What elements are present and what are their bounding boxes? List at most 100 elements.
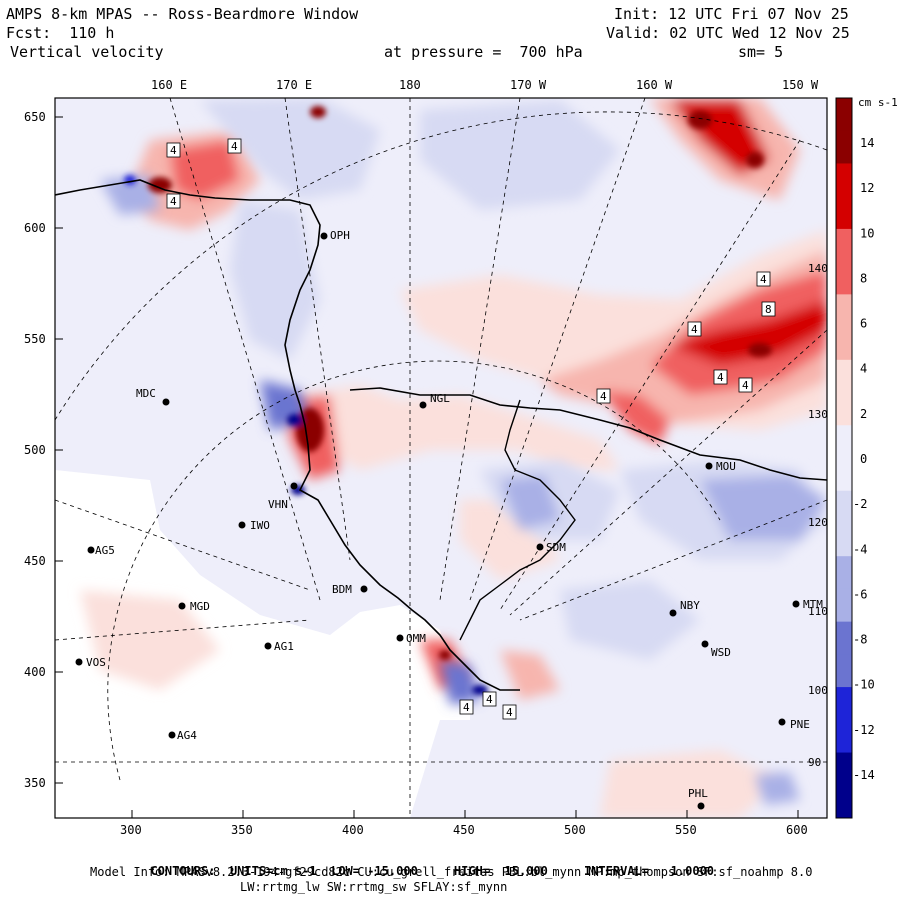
pressure-level: at pressure = 700 hPa xyxy=(384,43,583,61)
lon-label-top: 170 E xyxy=(276,78,312,92)
colorbar-tick-label: -8 xyxy=(853,633,867,647)
station-label: MTM xyxy=(803,598,823,611)
model-info: Model Info: MPASv8.2.3-194-gf29cd82c CU:… xyxy=(90,865,813,879)
colorbar-swatch xyxy=(836,163,852,197)
station-label: AG5 xyxy=(95,544,115,557)
lon-label-right: 120 W xyxy=(808,516,841,529)
svg-text:4: 4 xyxy=(717,371,724,384)
colorbar-tick-label: 10 xyxy=(860,226,874,240)
colorbar-tick-label: -2 xyxy=(853,497,867,511)
station-marker-mgd xyxy=(178,602,186,610)
field-name: Vertical velocity xyxy=(10,43,164,61)
map-title: AMPS 8-km MPAS -- Ross-Beardmore Window xyxy=(6,5,359,23)
upward-motion-regions xyxy=(80,98,827,818)
colorbar-swatch xyxy=(836,556,852,590)
colorbar-units: cm s-1 xyxy=(858,96,898,109)
colorbar-swatch xyxy=(836,588,852,623)
svg-text:4: 4 xyxy=(506,706,513,719)
contour-label: 4 xyxy=(738,377,753,393)
colorbar-swatch xyxy=(836,719,852,754)
station-marker-oph xyxy=(320,232,328,240)
station-marker-bdm xyxy=(360,585,368,593)
station-marker-omm xyxy=(396,634,404,642)
station-marker-mtm xyxy=(792,600,800,608)
map-frame xyxy=(54,97,828,819)
svg-text:4: 4 xyxy=(742,379,749,392)
svg-text:4: 4 xyxy=(170,195,177,208)
vertical-velocity-field: MDC NGL IWO AG5 MGD AG1 VOS AG4 BDM SDM … xyxy=(55,98,841,818)
station-label: VOS xyxy=(86,656,106,669)
lon-label-top: 170 W xyxy=(510,78,547,92)
lon-label-top: 160 E xyxy=(151,78,187,92)
lon-label-right: 140 W xyxy=(808,262,841,275)
x-tick-label: 300 xyxy=(120,823,142,837)
contour-label: 4 xyxy=(459,699,474,715)
contour-high: HIGH= 15.000 xyxy=(453,864,548,878)
contour-info: CONTOURS: UNITS=cm s-1 LOW= -15.000 HIGH… xyxy=(136,850,714,878)
station-marker-iwo xyxy=(238,521,246,529)
svg-text:4: 4 xyxy=(170,144,177,157)
svg-text:4: 4 xyxy=(760,273,767,286)
colorbar-swatch xyxy=(836,228,852,263)
contour-label: 4 xyxy=(166,142,181,158)
station-marker-vhn xyxy=(290,482,298,490)
lon-label-top: 160 W xyxy=(636,78,673,92)
station-label: NGL xyxy=(430,392,450,405)
model-physics: LW:rrtmg_lw SW:rrtmg_sw SFLAY:sf_mynn xyxy=(240,880,508,894)
station-label: WSD xyxy=(711,646,731,659)
svg-text:4: 4 xyxy=(486,693,493,706)
init-time: Init: 12 UTC Fri 07 Nov 25 xyxy=(614,5,849,23)
lon-label-top: 150 W xyxy=(782,78,819,92)
svg-text:8: 8 xyxy=(765,303,772,316)
station-label: VHN xyxy=(268,498,288,511)
y-tick-label: 500 xyxy=(24,443,46,457)
colorbar-tick-label: 4 xyxy=(860,362,867,376)
station-marker-mdc xyxy=(162,398,170,406)
contour-low: LOW= -15.000 xyxy=(331,864,418,878)
colorbar-swatch xyxy=(836,654,852,688)
y-tick-label: 450 xyxy=(24,554,46,568)
station-marker-wsd xyxy=(701,640,709,648)
x-tick-label: 350 xyxy=(231,823,253,837)
station-marker-vos xyxy=(75,658,83,666)
station-marker-mou xyxy=(705,462,713,470)
station-marker-ag5 xyxy=(87,546,95,554)
colorbar-swatch xyxy=(836,752,852,786)
station-label: MDC xyxy=(136,387,156,400)
colorbar-swatch xyxy=(836,490,852,524)
grounding-line xyxy=(459,399,576,641)
colorbar-swatch xyxy=(836,98,852,132)
y-axis: 650 600 550 500 450 400 350 xyxy=(24,110,63,790)
colorbar-swatch xyxy=(836,294,852,328)
colorbar-tick-label: -14 xyxy=(853,768,875,782)
colorbar-swatch xyxy=(836,261,852,295)
contour-label: 4 xyxy=(596,388,611,404)
colorbar-tick-label: -6 xyxy=(853,587,867,601)
contours-label: CONTOURS: xyxy=(150,864,216,878)
colorbar-swatch xyxy=(836,785,852,819)
colorbar-swatch xyxy=(836,130,852,164)
lon-label-right: 90 W xyxy=(808,756,835,769)
colorbar-swatch xyxy=(836,196,852,230)
station-label: SDM xyxy=(546,541,566,554)
lon-label-right: 110 W xyxy=(808,605,841,618)
lon-label-right: 130 W xyxy=(808,408,841,421)
station-markers xyxy=(75,232,800,810)
station-marker-sdm xyxy=(536,543,544,551)
y-tick-label: 350 xyxy=(24,776,46,790)
colorbar-tick-label: -10 xyxy=(853,678,875,692)
station-label: MGD xyxy=(190,600,210,613)
graticule xyxy=(55,98,827,818)
station-marker-ngl xyxy=(419,401,427,409)
colorbar-swatch xyxy=(836,359,852,394)
svg-text:4: 4 xyxy=(691,323,698,336)
colorbar-tick-label: -12 xyxy=(853,723,875,737)
colorbar-tick-label: 8 xyxy=(860,271,867,285)
station-label: NBY xyxy=(680,599,700,612)
colorbar-tick-label: -4 xyxy=(853,542,867,556)
colorbar-swatch xyxy=(836,523,852,557)
lon-label-right: 100 W xyxy=(808,684,841,697)
colorbar-tick-label: 6 xyxy=(860,317,867,331)
lon-label-top: 180 xyxy=(399,78,421,92)
station-marker-ag4 xyxy=(168,731,176,739)
